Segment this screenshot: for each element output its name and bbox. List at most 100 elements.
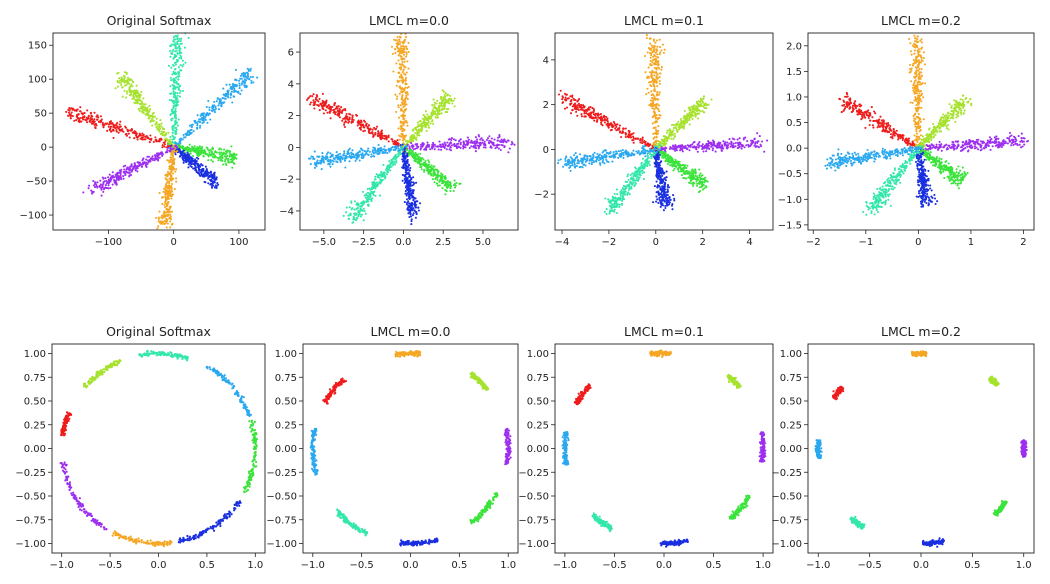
point [400,135,403,138]
point [657,129,660,132]
point [357,215,360,218]
point [201,113,204,117]
point [386,170,389,173]
point [459,146,462,150]
point [322,161,325,164]
point [418,128,422,131]
point [594,112,597,115]
point [385,138,388,141]
point [158,156,161,159]
point [231,157,234,160]
point [565,106,569,109]
point [121,95,124,98]
point [316,155,319,158]
point [85,119,88,122]
point [369,188,372,191]
point [196,153,199,156]
point [442,98,445,101]
point [405,71,408,74]
point [652,50,655,53]
point [395,39,399,42]
point [235,153,238,156]
point [223,148,226,151]
point [658,79,661,83]
point [229,160,233,164]
point [395,147,398,150]
point [117,77,121,80]
point [169,135,172,139]
point [158,210,161,213]
point [97,116,100,119]
point [437,145,440,148]
point [166,214,169,218]
point [204,116,207,119]
point [559,89,562,92]
series-purple [82,144,179,197]
point [682,123,686,126]
point [344,166,347,169]
point [428,115,431,118]
point [160,122,163,125]
point [352,216,355,219]
point [396,142,399,145]
point [361,149,364,152]
point [238,79,241,82]
point [118,125,121,129]
point [337,157,340,160]
point [248,78,251,81]
point [448,97,451,100]
point [213,153,216,157]
point [93,123,96,126]
point [160,214,164,217]
point [410,206,413,209]
point [343,150,346,153]
point [343,159,347,162]
point [210,173,213,176]
point [645,93,648,96]
point [657,64,660,67]
point [399,145,402,148]
point [179,84,182,88]
point [232,152,235,155]
point [651,61,654,64]
point [396,79,399,82]
point [214,105,217,108]
point [166,174,169,177]
point [176,52,179,55]
point [231,101,234,104]
point [311,95,314,98]
point [166,204,169,207]
point [659,51,662,54]
point [96,118,99,121]
point [699,97,702,100]
point [235,85,238,88]
point [410,144,413,148]
point [421,145,424,148]
point [227,158,230,161]
point [455,181,458,184]
point [76,113,79,116]
point [652,97,656,101]
series-teal [167,32,190,149]
x-tick-label: 0 [170,237,176,248]
point [120,83,123,86]
point [157,123,160,126]
point [234,90,237,93]
point [391,140,394,143]
point [679,117,682,121]
point [395,84,398,87]
point [99,119,102,122]
point [154,123,158,126]
point [175,99,178,102]
point [81,116,84,119]
point [656,117,659,120]
point [216,156,219,159]
point [438,104,441,107]
point [355,154,359,158]
point [435,182,438,185]
point [182,133,185,137]
point [95,183,98,186]
point [341,157,344,161]
point [418,202,422,205]
point [170,186,173,189]
